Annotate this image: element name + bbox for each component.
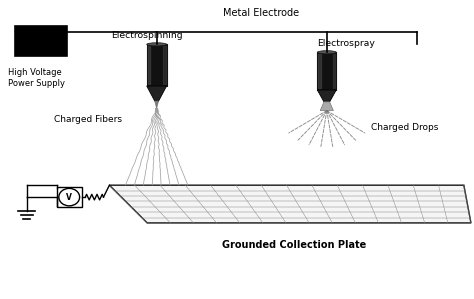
- Polygon shape: [318, 90, 336, 102]
- Bar: [147, 44, 166, 86]
- Text: Charged Fibers: Charged Fibers: [54, 115, 122, 124]
- Bar: [318, 52, 336, 90]
- Polygon shape: [155, 101, 158, 108]
- Polygon shape: [147, 86, 166, 101]
- Text: Electrospinning: Electrospinning: [111, 31, 183, 40]
- Polygon shape: [320, 102, 333, 111]
- Text: Grounded Collection Plate: Grounded Collection Plate: [221, 240, 366, 250]
- Text: Metal Electrode: Metal Electrode: [223, 7, 299, 18]
- Polygon shape: [109, 185, 471, 223]
- Ellipse shape: [147, 43, 166, 46]
- Text: Charged Drops: Charged Drops: [371, 123, 438, 132]
- Text: V: V: [66, 193, 72, 202]
- Text: High Voltage
Power Supply: High Voltage Power Supply: [8, 68, 65, 88]
- Ellipse shape: [318, 51, 336, 54]
- Text: Electrospray: Electrospray: [317, 39, 374, 48]
- Bar: [57, 187, 82, 208]
- Bar: [15, 27, 67, 56]
